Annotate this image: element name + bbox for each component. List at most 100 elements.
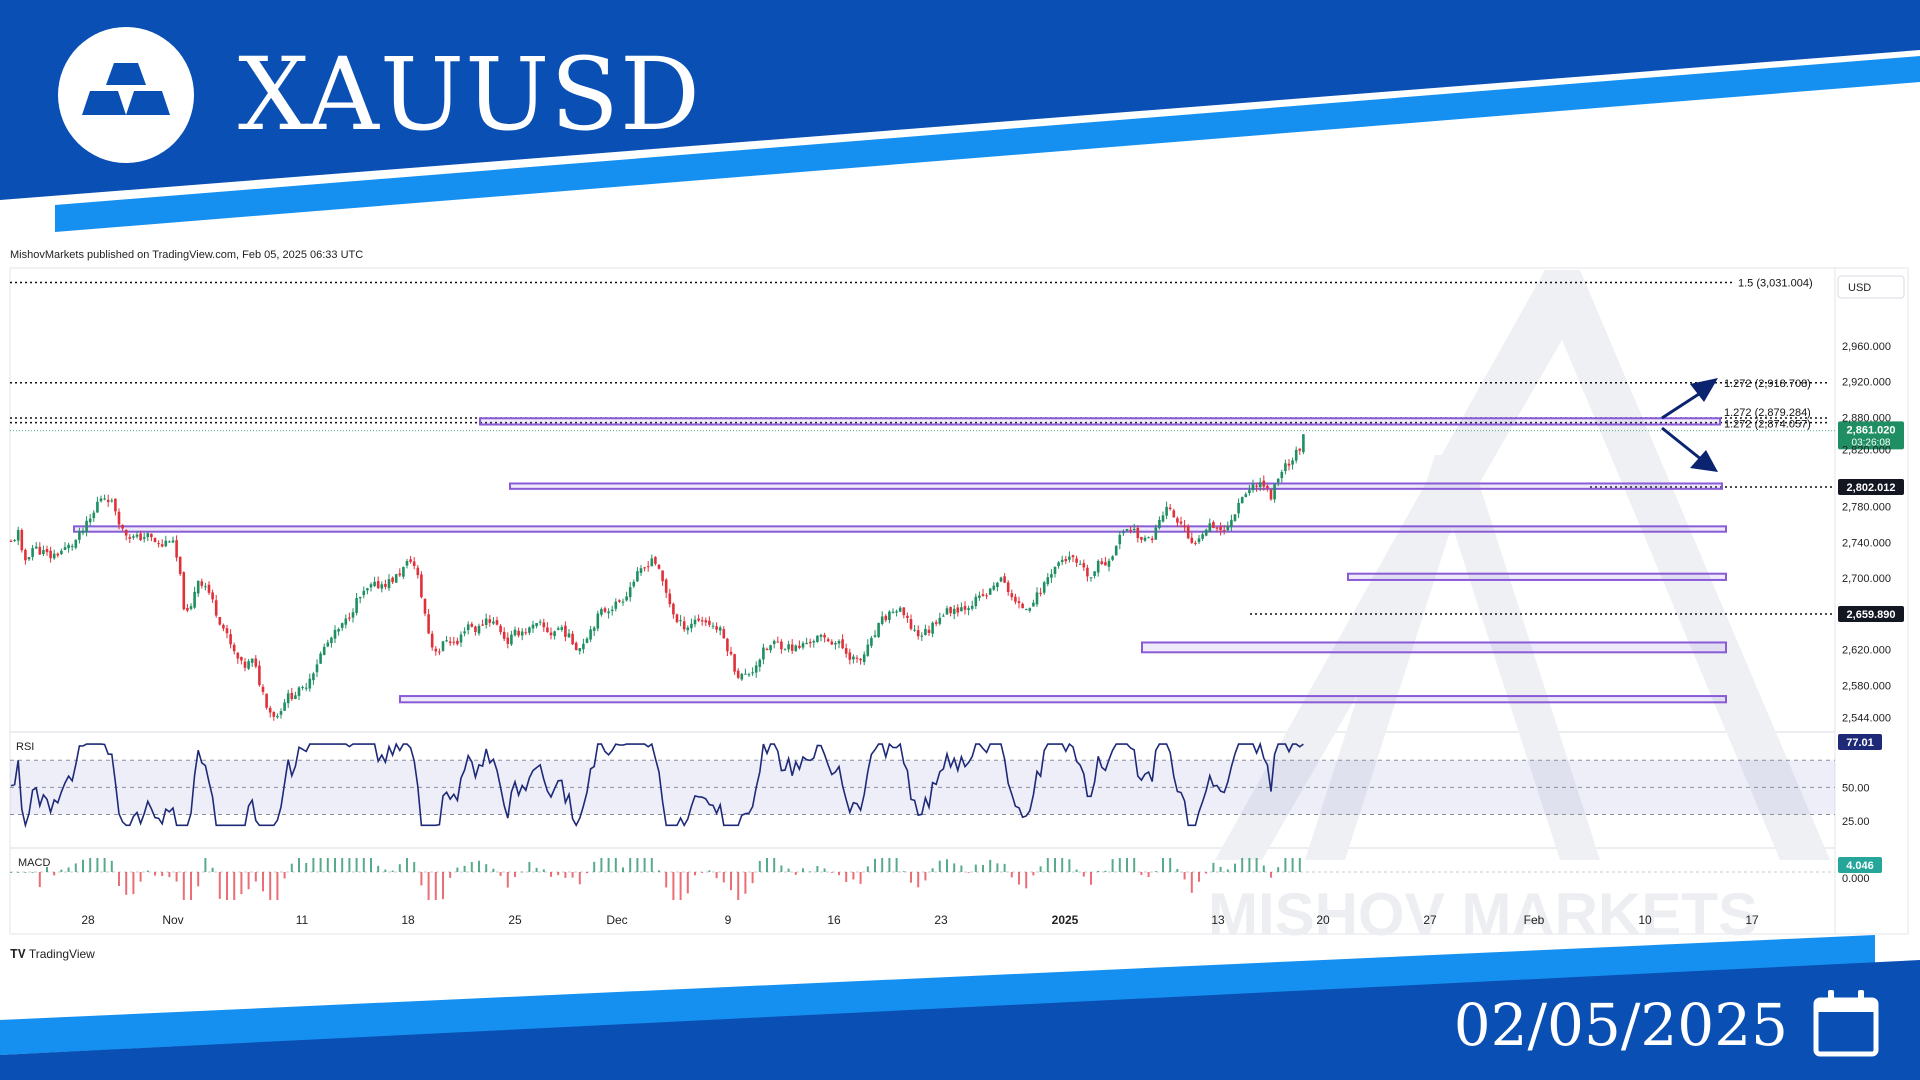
candle bbox=[780, 639, 783, 654]
candle bbox=[517, 627, 520, 638]
macd-bar bbox=[420, 872, 423, 886]
candle-body bbox=[769, 645, 772, 651]
candle bbox=[322, 643, 326, 656]
candle bbox=[1125, 528, 1129, 532]
candle bbox=[1248, 484, 1251, 496]
x-tick-label: 20 bbox=[1316, 913, 1330, 927]
candle-body bbox=[348, 617, 351, 619]
candle bbox=[556, 626, 560, 631]
candle-body bbox=[1075, 558, 1078, 563]
candle bbox=[909, 614, 913, 631]
candle bbox=[153, 537, 157, 543]
zone-rect-3 bbox=[1347, 572, 1727, 581]
zone-rect-5 bbox=[399, 695, 1727, 704]
candle-body bbox=[1014, 596, 1017, 602]
macd-bar bbox=[53, 872, 56, 876]
candle-body bbox=[1140, 537, 1143, 540]
candle-body bbox=[1017, 601, 1021, 604]
up-arrow-shaft bbox=[1661, 390, 1703, 420]
candle-body bbox=[589, 629, 592, 640]
macd-bar bbox=[348, 858, 351, 872]
candle bbox=[34, 542, 38, 549]
candle bbox=[988, 588, 992, 596]
candle-body bbox=[67, 544, 70, 549]
candle-body bbox=[801, 643, 805, 648]
candle-body bbox=[1064, 558, 1068, 562]
candle bbox=[186, 604, 189, 613]
candle-body bbox=[499, 625, 502, 633]
candle bbox=[1089, 577, 1093, 582]
candle bbox=[1237, 498, 1240, 519]
candle bbox=[236, 651, 240, 664]
candle-body bbox=[27, 557, 31, 560]
candle bbox=[1078, 560, 1082, 565]
candle-body bbox=[466, 624, 470, 631]
candle bbox=[664, 578, 668, 598]
macd-bar bbox=[744, 872, 747, 894]
candle-body bbox=[628, 587, 632, 598]
candle-body bbox=[477, 625, 481, 634]
macd-bar bbox=[989, 859, 992, 872]
candle bbox=[546, 622, 549, 633]
candle-body bbox=[805, 642, 808, 645]
candle-body bbox=[1010, 593, 1014, 598]
candle-body bbox=[330, 637, 333, 644]
candle-body bbox=[916, 630, 920, 637]
candle-body bbox=[286, 693, 290, 704]
candle-body bbox=[1197, 538, 1201, 543]
macd-bar bbox=[1241, 858, 1244, 872]
candle-body bbox=[574, 642, 578, 651]
candle bbox=[967, 605, 970, 616]
candle-body bbox=[909, 619, 913, 629]
macd-bar bbox=[982, 864, 984, 872]
candle bbox=[1006, 580, 1010, 596]
candle bbox=[182, 571, 186, 611]
macd-bar bbox=[1010, 872, 1013, 878]
candle-body bbox=[20, 530, 24, 551]
candle-body bbox=[1150, 538, 1154, 541]
rsi-tick-25: 25.00 bbox=[1842, 816, 1870, 828]
candle-body bbox=[322, 646, 326, 655]
candle bbox=[304, 682, 308, 692]
candle bbox=[1230, 514, 1233, 532]
watermark-logo-inner-icon bbox=[1305, 455, 1600, 860]
candle bbox=[960, 602, 963, 612]
macd-bar bbox=[146, 870, 149, 872]
candle-body bbox=[193, 591, 196, 608]
candle-body bbox=[333, 629, 337, 639]
candle-body bbox=[981, 594, 985, 596]
macd-bar bbox=[161, 872, 164, 876]
candle bbox=[448, 636, 452, 646]
candle bbox=[60, 548, 63, 556]
macd-bar bbox=[1291, 858, 1294, 872]
candle-body bbox=[394, 574, 398, 583]
candle bbox=[934, 619, 938, 627]
candle bbox=[1204, 528, 1208, 537]
x-tick-label: 9 bbox=[725, 913, 732, 927]
candle bbox=[1107, 558, 1111, 572]
candle bbox=[672, 602, 675, 619]
candle bbox=[510, 630, 513, 647]
candle-body bbox=[506, 637, 510, 644]
candle bbox=[196, 580, 200, 597]
candle-body bbox=[646, 566, 650, 568]
candle bbox=[506, 632, 510, 649]
candle-body bbox=[441, 641, 445, 651]
candle bbox=[348, 612, 351, 622]
macd-bar bbox=[578, 872, 581, 885]
y-tick-label: 2,700.000 bbox=[1842, 573, 1891, 585]
candle-body bbox=[1201, 534, 1204, 539]
candle-body bbox=[787, 644, 790, 650]
candle bbox=[1194, 540, 1197, 546]
candle-body bbox=[218, 617, 222, 625]
candle-body bbox=[1251, 484, 1255, 491]
candle-body bbox=[178, 556, 182, 574]
watermark-text: MISHOV MARKETS bbox=[1208, 881, 1758, 948]
candle bbox=[686, 625, 690, 635]
candle bbox=[888, 610, 891, 624]
candle bbox=[1111, 555, 1114, 562]
candle-body bbox=[564, 625, 567, 637]
candle bbox=[1179, 516, 1183, 528]
candle bbox=[1219, 522, 1222, 536]
candle-body bbox=[398, 573, 402, 576]
